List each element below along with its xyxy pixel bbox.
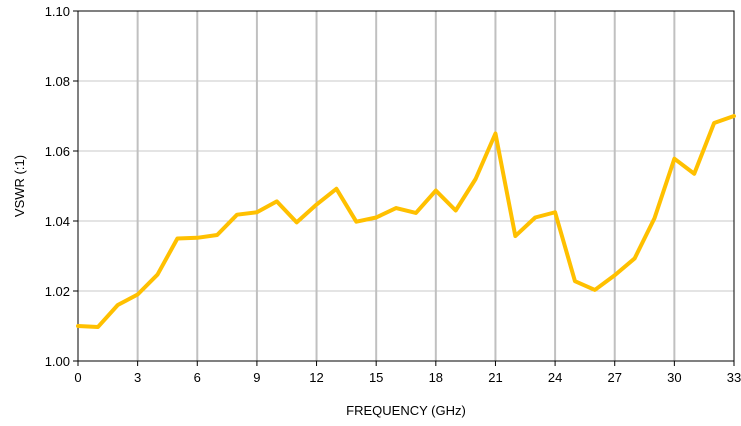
x-tick-label: 9	[253, 370, 260, 385]
x-tick-label: 30	[667, 370, 681, 385]
x-tick-label: 12	[309, 370, 323, 385]
y-axis-title: VSWR (:1)	[12, 155, 27, 217]
axes	[73, 10, 735, 366]
y-tick-label: 1.08	[45, 74, 70, 89]
x-tick-label: 6	[194, 370, 201, 385]
x-tick-label: 0	[74, 370, 81, 385]
grid-lines	[78, 11, 734, 361]
x-tick-label: 33	[727, 370, 741, 385]
y-tick-label: 1.00	[45, 354, 70, 369]
tick-labels: 1.00 1.02 1.04 1.06 1.08 1.10 0 3 6 9 12 15 18 21 24 27…	[45, 4, 741, 385]
x-tick-label: 21	[488, 370, 502, 385]
y-tick-label: 1.10	[45, 4, 70, 19]
x-tick-label: 27	[607, 370, 621, 385]
x-tick-label: 24	[548, 370, 562, 385]
x-tick-label: 3	[134, 370, 141, 385]
x-axis-title: FREQUENCY (GHz)	[346, 403, 466, 418]
series-line-0	[76, 114, 736, 330]
plot-area-border	[77, 10, 735, 362]
y-tick-label: 1.04	[45, 214, 70, 229]
y-tick-label: 1.02	[45, 284, 70, 299]
series-layer	[76, 114, 736, 330]
y-tick-label: 1.06	[45, 144, 70, 159]
x-tick-label: 15	[369, 370, 383, 385]
x-tick-label: 18	[429, 370, 443, 385]
